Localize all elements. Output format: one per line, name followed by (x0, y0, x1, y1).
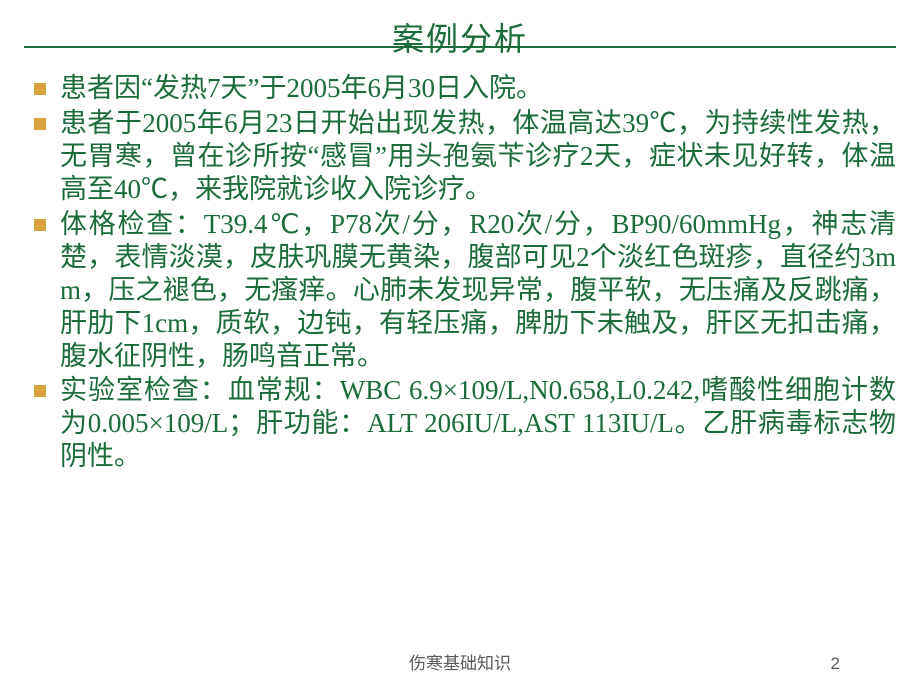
square-bullet-icon (34, 118, 46, 130)
square-bullet-icon (34, 219, 46, 231)
content-area: 患者因“发热7天”于2005年6月30日入院。 患者于2005年6月23日开始出… (24, 72, 896, 473)
square-bullet-icon (34, 385, 46, 397)
square-bullet-icon (34, 83, 46, 95)
list-item: 实验室检查：血常规：WBC 6.9×109/L,N0.658,L0.242,嗜酸… (24, 374, 896, 473)
slide: 案例分析 患者因“发热7天”于2005年6月30日入院。 患者于2005年6月2… (0, 0, 920, 690)
list-item: 体格检查：T39.4℃，P78次/分，R20次/分，BP90/60mmHg，神志… (24, 208, 896, 373)
list-item-text: 实验室检查：血常规：WBC 6.9×109/L,N0.658,L0.242,嗜酸… (60, 374, 896, 473)
page-number: 2 (831, 654, 840, 674)
slide-title: 案例分析 (24, 14, 896, 60)
title-underline (24, 46, 896, 48)
list-item-text: 患者因“发热7天”于2005年6月30日入院。 (60, 72, 896, 105)
list-item-text: 体格检查：T39.4℃，P78次/分，R20次/分，BP90/60mmHg，神志… (60, 208, 896, 373)
footer-text: 伤寒基础知识 (0, 649, 920, 674)
list-item-text: 患者于2005年6月23日开始出现发热，体温高达39℃，为持续性发热，无胃寒，曾… (60, 107, 896, 206)
list-item: 患者因“发热7天”于2005年6月30日入院。 (24, 72, 896, 105)
list-item: 患者于2005年6月23日开始出现发热，体温高达39℃，为持续性发热，无胃寒，曾… (24, 107, 896, 206)
